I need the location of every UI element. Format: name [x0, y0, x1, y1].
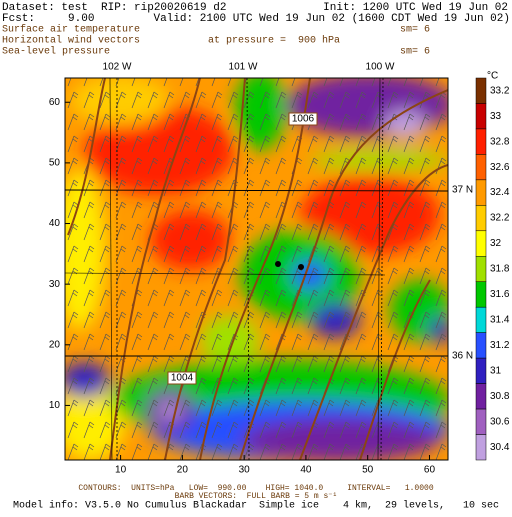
colorbar-swatch: [475, 434, 487, 461]
dataset: Dataset: test RIP: rip20020619 d2: [2, 2, 226, 14]
x-tick-label: 50: [362, 465, 374, 476]
colorbar-label: 32: [490, 238, 502, 249]
pressure: at pressure = 900 hPa: [208, 35, 340, 47]
lon-label: 102 W: [103, 62, 132, 73]
lon-label: 101 W: [229, 62, 258, 73]
colorbar-label: 33: [490, 111, 502, 122]
colorbar-label: 30.8: [490, 391, 510, 402]
colorbar-label: 32.4: [490, 187, 510, 198]
colorbar-label: 32.6: [490, 162, 510, 173]
x-tick-label: 20: [177, 465, 189, 476]
x-tick-label: 30: [239, 465, 251, 476]
contour-label-box: [167, 371, 197, 385]
field-shading: [65, 78, 448, 460]
colorbar-label: 31.2: [490, 340, 510, 351]
model-info: Model info: V3.5.0 No Cumulus Blackadar …: [13, 500, 499, 512]
colorbar-swatch: [475, 306, 487, 333]
station: [275, 261, 281, 267]
graticule: [65, 78, 448, 460]
contour-label: 1006: [292, 114, 315, 125]
colorbar-label: 31.6: [490, 289, 510, 300]
y-tick-label: 10: [49, 400, 61, 411]
colorbar-swatch: [475, 408, 487, 435]
barb-info: BARB VECTORS: FULL BARB = 5 m s⁻¹: [175, 492, 338, 501]
init: Init: 1200 UTC Wed 19 Jun 02: [323, 2, 508, 14]
x-tick-label: 40: [300, 465, 312, 476]
contour-label: 1004: [171, 373, 194, 384]
colorbar-label: 30.4: [490, 442, 510, 453]
colorbar-label: 31.8: [490, 264, 510, 275]
lon-label: 100 W: [366, 62, 395, 73]
colorbar-swatch: [475, 154, 487, 181]
x-tick-label: 60: [424, 465, 436, 476]
colorbar-label: 31: [490, 366, 502, 377]
colorbar-swatch: [475, 103, 487, 130]
colorbar-swatch: [475, 281, 487, 308]
colorbar-swatch: [475, 256, 487, 282]
colorbar-swatch: [475, 179, 487, 206]
y-tick-label: 40: [49, 218, 61, 229]
valid: Valid: 2100 UTC Wed 19 Jun 02 (1600 CDT …: [154, 13, 510, 25]
isobars: [67, 78, 448, 460]
colorbar-label: 31.4: [490, 315, 510, 326]
smoothing: sm= 6: [400, 47, 430, 58]
colorbar-label: 33.2: [490, 85, 510, 96]
colorbar-swatch: [475, 357, 487, 384]
station: [298, 264, 304, 270]
colorbar-swatch: [475, 77, 487, 104]
lat-label: 36 N: [452, 351, 473, 362]
y-tick-label: 50: [49, 158, 61, 169]
colorbar-label: 30.6: [490, 416, 510, 427]
smoothing: sm= 6: [400, 25, 430, 36]
colorbar-swatch: [475, 230, 487, 257]
y-tick-label: 20: [49, 339, 61, 350]
contour-info: CONTOURS: UNITS=hPa LOW= 990.00 HIGH= 10…: [78, 484, 433, 493]
field: Sea-level pressure: [2, 46, 110, 58]
plot-frame: [64, 77, 449, 461]
field: Surface air temperature: [2, 24, 140, 36]
fcst: Fcst: 9.00: [2, 13, 94, 25]
colorbar-label: 32.8: [490, 136, 510, 147]
colorbar-swatch: [475, 383, 487, 410]
colorbar-swatch: [475, 332, 487, 359]
colorbar-swatch: [475, 205, 487, 232]
lat-label: 37 N: [452, 185, 473, 196]
colorbar-swatch: [475, 128, 487, 155]
colorbar-label: 32.2: [490, 213, 510, 224]
x-tick-label: 10: [115, 465, 127, 476]
contour-label-box: [288, 112, 318, 126]
field: Horizontal wind vectors: [2, 35, 140, 47]
colorbar-unit: °C: [487, 71, 498, 82]
y-tick-label: 30: [49, 279, 61, 290]
y-tick-label: 60: [49, 97, 61, 108]
